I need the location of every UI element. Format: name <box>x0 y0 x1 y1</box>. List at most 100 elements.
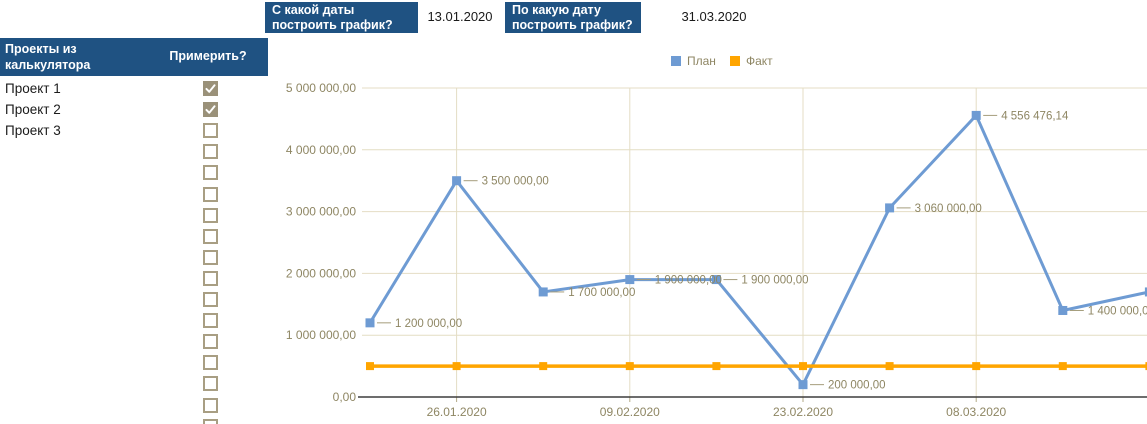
data-point-marker <box>971 110 981 120</box>
data-point-marker <box>452 176 462 186</box>
svg-text:26.01.2020: 26.01.2020 <box>427 405 487 419</box>
legend-label-plan: План <box>687 54 716 68</box>
data-point-marker <box>1058 305 1068 315</box>
project-row <box>0 163 268 184</box>
project-checkbox[interactable] <box>203 249 218 265</box>
chart-legend: План Факт <box>671 54 773 68</box>
project-row <box>0 374 268 395</box>
data-point-marker <box>798 380 808 390</box>
svg-text:23.02.2020: 23.02.2020 <box>773 405 833 419</box>
project-row <box>0 248 268 269</box>
project-checkbox[interactable] <box>203 144 218 160</box>
project-row: Проект 2 <box>0 100 268 121</box>
legend-swatch-plan <box>671 56 681 66</box>
svg-text:1 200 000,00: 1 200 000,00 <box>395 318 462 330</box>
data-point-marker <box>365 318 375 328</box>
project-row <box>0 332 268 353</box>
svg-text:5 000 000,00: 5 000 000,00 <box>286 81 356 95</box>
data-point-marker <box>625 362 634 371</box>
gridlines <box>362 87 1147 402</box>
svg-text:3 060 000,00: 3 060 000,00 <box>915 203 982 215</box>
svg-text:1 900 000,00: 1 900 000,00 <box>655 275 722 287</box>
project-checkbox[interactable] <box>203 418 218 424</box>
svg-text:2 000 000,00: 2 000 000,00 <box>286 266 356 280</box>
svg-text:4 000 000,00: 4 000 000,00 <box>286 143 356 157</box>
project-row <box>0 185 268 206</box>
project-checkbox[interactable] <box>203 292 218 307</box>
legend-label-fact: Факт <box>746 54 773 68</box>
data-point-marker <box>1058 362 1067 371</box>
project-label: Проект 1 <box>5 81 61 96</box>
project-row: Проект 3 <box>0 121 268 142</box>
svg-text:3 500 000,00: 3 500 000,00 <box>482 176 549 188</box>
project-row <box>0 417 268 424</box>
apply-column-header: Примерить? <box>169 49 247 63</box>
svg-text:09.02.2020: 09.02.2020 <box>600 405 660 419</box>
legend-swatch-fact <box>730 56 740 66</box>
date-from-label: С какой даты построить график? <box>272 3 393 32</box>
projects-list: Проект 1 Проект 2 Проект 3 <box>0 79 268 424</box>
project-checkbox[interactable] <box>203 186 218 202</box>
date-to-label-box: По какую дату построить график? <box>505 2 641 33</box>
project-row: Проект 1 <box>0 79 268 100</box>
project-row <box>0 353 268 374</box>
date-to-value[interactable]: 31.03.2020 <box>681 9 747 24</box>
projects-panel-header: Проекты из калькулятора Примерить? <box>0 38 268 76</box>
data-labels: 1 200 000,00 3 500 000,00 1 700 000,00 1 90… <box>377 110 1147 392</box>
svg-text:200 000,00: 200 000,00 <box>828 380 886 392</box>
project-checkbox[interactable] <box>203 397 218 413</box>
project-checkbox[interactable] <box>203 334 218 350</box>
data-point-marker <box>366 362 374 371</box>
project-checkbox[interactable] <box>203 123 218 139</box>
data-point-marker <box>1144 287 1147 297</box>
x-axis-labels: 26.01.2020 09.02.2020 23.02.2020 08.03.2020 <box>427 405 1007 419</box>
project-row <box>0 290 268 311</box>
data-point-marker <box>799 362 807 371</box>
project-checkbox[interactable] <box>203 376 218 392</box>
project-row <box>0 269 268 290</box>
svg-text:1 900 000,00: 1 900 000,00 <box>741 275 808 287</box>
project-checkbox[interactable] <box>203 313 218 329</box>
project-checkbox[interactable] <box>203 207 218 223</box>
data-point-marker <box>625 275 635 285</box>
data-point-marker <box>539 362 548 371</box>
project-label: Проект 2 <box>5 102 61 118</box>
project-checkbox[interactable] <box>203 81 218 96</box>
svg-text:08.03.2020: 08.03.2020 <box>946 405 1006 419</box>
svg-text:4 556 476,14: 4 556 476,14 <box>1001 110 1069 122</box>
data-point-marker <box>711 275 721 285</box>
series-plan <box>365 110 1147 390</box>
project-label: Проект 3 <box>5 123 61 139</box>
project-row <box>0 396 268 417</box>
svg-text:1 000 000,00: 1 000 000,00 <box>286 328 356 342</box>
project-checkbox[interactable] <box>203 102 218 118</box>
project-row <box>0 142 268 163</box>
data-point-marker <box>1145 362 1147 371</box>
data-point-marker <box>712 362 721 371</box>
data-point-marker <box>452 362 461 371</box>
project-row <box>0 311 268 332</box>
check-icon <box>205 105 216 114</box>
date-from-label-box: С какой даты построить график? <box>265 2 418 33</box>
y-axis-labels: 0,00 1 000 000,00 2 000 000,00 3 000 000,00… <box>286 81 356 404</box>
project-checkbox[interactable] <box>203 270 218 286</box>
data-point-marker <box>885 203 895 213</box>
project-checkbox[interactable] <box>203 165 218 181</box>
projects-panel-title: Проекты из калькулятора <box>5 42 91 72</box>
data-point-marker <box>538 287 548 297</box>
project-row <box>0 206 268 227</box>
project-row <box>0 227 268 248</box>
project-checkbox[interactable] <box>203 355 218 371</box>
chart-svg: 0,00 1 000 000,00 2 000 000,00 3 000 000,00… <box>286 54 1147 419</box>
svg-text:3 000 000,00: 3 000 000,00 <box>286 205 356 219</box>
plan-fact-chart: 0,00 1 000 000,00 2 000 000,00 3 000 000,00… <box>280 45 1147 424</box>
svg-text:1 700 000,00: 1 700 000,00 <box>568 287 635 299</box>
project-checkbox[interactable] <box>203 228 218 244</box>
date-to-label: По какую дату построить график? <box>512 3 633 32</box>
svg-text:1 400 000,00: 1 400 000,00 <box>1088 305 1147 317</box>
check-icon <box>205 84 216 93</box>
date-from-value[interactable]: 13.01.2020 <box>427 9 493 24</box>
series-fact <box>366 362 1147 371</box>
data-point-marker <box>885 362 894 371</box>
